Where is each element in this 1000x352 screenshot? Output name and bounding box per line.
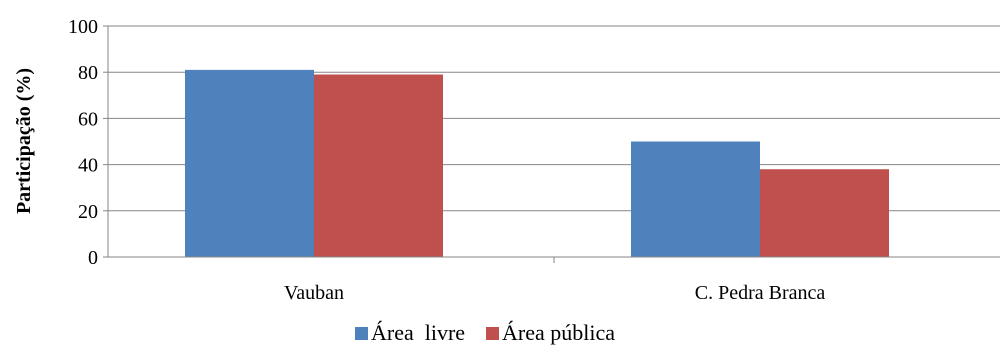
y-tick-labels: 0 20 40 60 80 100 (68, 16, 98, 269)
y-tick-label: 0 (88, 247, 98, 269)
legend-swatch (355, 327, 368, 340)
x-category-label: Vauban (284, 282, 344, 304)
x-category-labels: Vauban C. Pedra Branca (284, 282, 825, 304)
axes (103, 25, 1000, 263)
legend-label: Área pública (502, 320, 615, 345)
y-tick-label: 60 (78, 108, 98, 130)
y-tick-label: 100 (68, 16, 98, 38)
bar-area-livre (185, 69, 314, 257)
bars (185, 69, 889, 257)
bar-area-publica (760, 169, 889, 257)
y-axis-label: Participação (%) (13, 68, 35, 214)
legend: Área livre Área pública (355, 320, 615, 345)
y-tick-label: 20 (78, 201, 98, 223)
x-category-label: C. Pedra Branca (695, 282, 826, 304)
bar-area-publica (314, 74, 443, 257)
legend-label: Área livre (371, 320, 465, 345)
bar-area-livre (631, 141, 760, 257)
y-tick-label: 80 (78, 62, 98, 84)
y-tick-label: 40 (78, 155, 98, 177)
legend-swatch (486, 327, 499, 340)
